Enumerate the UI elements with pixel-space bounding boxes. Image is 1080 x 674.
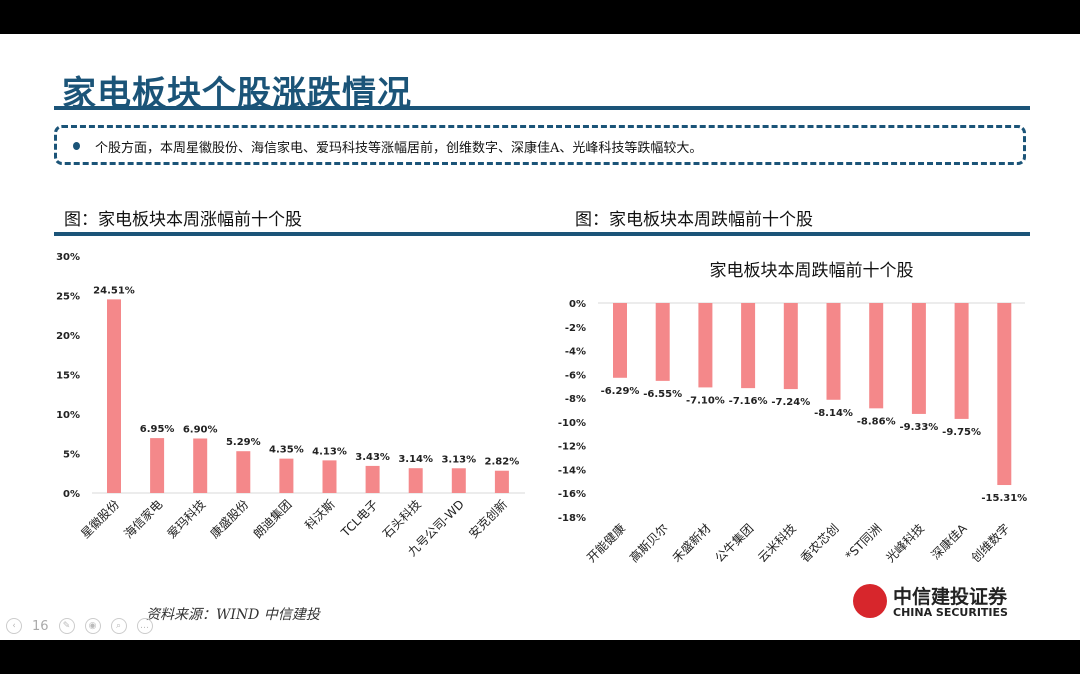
data-label: -6.29% [601, 386, 640, 397]
y-tick-label: -12% [558, 442, 586, 453]
x-tick-label: 光峰科技 [883, 521, 927, 565]
y-tick-label: 15% [56, 371, 80, 382]
data-label: 24.51% [93, 285, 135, 296]
data-label: -7.10% [686, 395, 725, 406]
slide [0, 34, 1080, 640]
logo-emblem-icon [853, 584, 887, 618]
title-divider [54, 106, 1030, 110]
data-label: 5.29% [226, 437, 261, 448]
x-tick-label: 朗迪集团 [250, 497, 295, 542]
y-tick-label: 25% [56, 292, 80, 303]
x-tick-label: 安克创新 [465, 497, 510, 542]
data-label: 4.13% [312, 446, 347, 457]
bar-星徽股份 [107, 299, 121, 493]
bar-高斯贝尔 [655, 303, 670, 381]
y-tick-label: 20% [56, 331, 80, 342]
page-number: 16 [32, 618, 49, 634]
bar-云米科技 [783, 303, 798, 390]
bar-公牛集团 [741, 303, 756, 389]
y-tick-label: -14% [558, 465, 586, 476]
bar-石头科技 [408, 468, 423, 493]
prev-slide-icon[interactable]: ‹ [6, 618, 22, 634]
bar-海信家电 [150, 438, 165, 493]
x-tick-label: 爱玛科技 [164, 497, 208, 541]
bar-*ST同洲 [869, 303, 884, 409]
data-label: 6.90% [183, 424, 218, 435]
x-tick-label: 石头科技 [380, 497, 424, 541]
bar-创维数字 [997, 303, 1012, 486]
y-tick-label: -16% [558, 489, 586, 500]
data-label: -9.33% [899, 422, 938, 433]
figure-divider [54, 232, 1030, 236]
china-securities-logo: 中信建投证券 CHINA SECURITIES [853, 584, 1033, 624]
summary-box: 个股方面，本周星徽股份、海信家电、爱玛科技等涨幅居前，创维数字、深康佳A、光峰科… [54, 125, 1026, 165]
y-tick-label: 30% [56, 252, 80, 263]
x-tick-label: 科沃斯 [302, 497, 337, 532]
left-figure-title: 图：家电板块本周涨幅前十个股 [64, 210, 302, 230]
x-tick-label: 深康佳A [928, 520, 970, 562]
y-tick-label: 0% [569, 299, 586, 310]
x-tick-label: 星徽股份 [78, 497, 123, 542]
pen-icon[interactable]: ✎ [58, 618, 75, 634]
x-tick-label: 公牛集团 [712, 521, 757, 566]
y-tick-label: 0% [63, 489, 80, 500]
bar-深康佳A [954, 303, 969, 419]
y-tick-label: -6% [565, 370, 586, 381]
x-tick-label: 云米科技 [755, 521, 799, 565]
source-note: 资料来源：WIND 中信建投 [146, 607, 320, 623]
data-label: 2.82% [485, 457, 520, 468]
data-label: 3.13% [441, 454, 476, 465]
x-tick-label: 创维数字 [968, 521, 1013, 566]
data-label: 3.14% [398, 454, 433, 465]
right-figure-title: 图：家电板块本周跌幅前十个股 [575, 210, 813, 230]
more-icon[interactable]: … [136, 618, 153, 634]
summary-text: 个股方面，本周星徽股份、海信家电、爱玛科技等涨幅居前，创维数字、深康佳A、光峰科… [95, 141, 703, 156]
x-tick-label: TCL电子 [338, 497, 381, 540]
y-tick-label: 5% [63, 450, 80, 461]
data-label: 3.43% [355, 452, 390, 463]
data-label: 4.35% [269, 445, 304, 456]
y-tick-label: 10% [56, 410, 80, 421]
logo-en: CHINA SECURITIES [893, 606, 1008, 619]
data-label: -8.86% [857, 416, 896, 427]
bar-九号公司-WD [451, 468, 466, 493]
bar-开能健康 [613, 303, 627, 378]
y-tick-label: -18% [558, 513, 586, 524]
y-tick-label: -8% [565, 394, 586, 405]
bar-安克创新 [494, 470, 509, 493]
bar-科沃斯 [322, 460, 337, 493]
bar-TCL电子 [365, 465, 380, 493]
x-tick-label: 开能健康 [584, 521, 629, 566]
logo-cn: 中信建投证券 [893, 586, 1008, 608]
y-tick-label: -2% [565, 323, 586, 334]
bar-爱玛科技 [193, 438, 208, 493]
data-label: -7.24% [771, 397, 810, 408]
bullet-icon [73, 142, 80, 150]
x-tick-label: *ST同洲 [843, 521, 885, 563]
bar-禾盛新材 [698, 303, 713, 388]
data-label: 6.95% [140, 424, 175, 435]
x-tick-label: 高斯贝尔 [626, 521, 671, 566]
presentation-toolbar: ‹ 16 ✎ ◉ ⌕ … [6, 618, 153, 634]
x-tick-label: 海信家电 [121, 497, 166, 542]
y-tick-label: -10% [558, 418, 586, 429]
data-label: -15.31% [981, 493, 1027, 504]
zoom-icon[interactable]: ⌕ [110, 618, 127, 634]
x-tick-label: 香农芯创 [798, 521, 842, 565]
x-tick-label: 康盛股份 [207, 497, 252, 542]
bar-光峰科技 [911, 303, 926, 414]
bar-香农芯创 [826, 303, 841, 400]
data-label: -6.55% [643, 389, 682, 400]
x-tick-label: 禾盛新材 [669, 521, 714, 566]
bar-康盛股份 [236, 451, 251, 493]
data-label: -7.16% [729, 396, 768, 407]
pointer-icon[interactable]: ◉ [84, 618, 101, 634]
bar-朗迪集团 [279, 458, 294, 493]
data-label: -8.14% [814, 408, 853, 419]
y-tick-label: -4% [565, 347, 586, 358]
chart-title: 家电板块本周跌幅前十个股 [710, 261, 914, 281]
data-label: -9.75% [942, 427, 981, 438]
